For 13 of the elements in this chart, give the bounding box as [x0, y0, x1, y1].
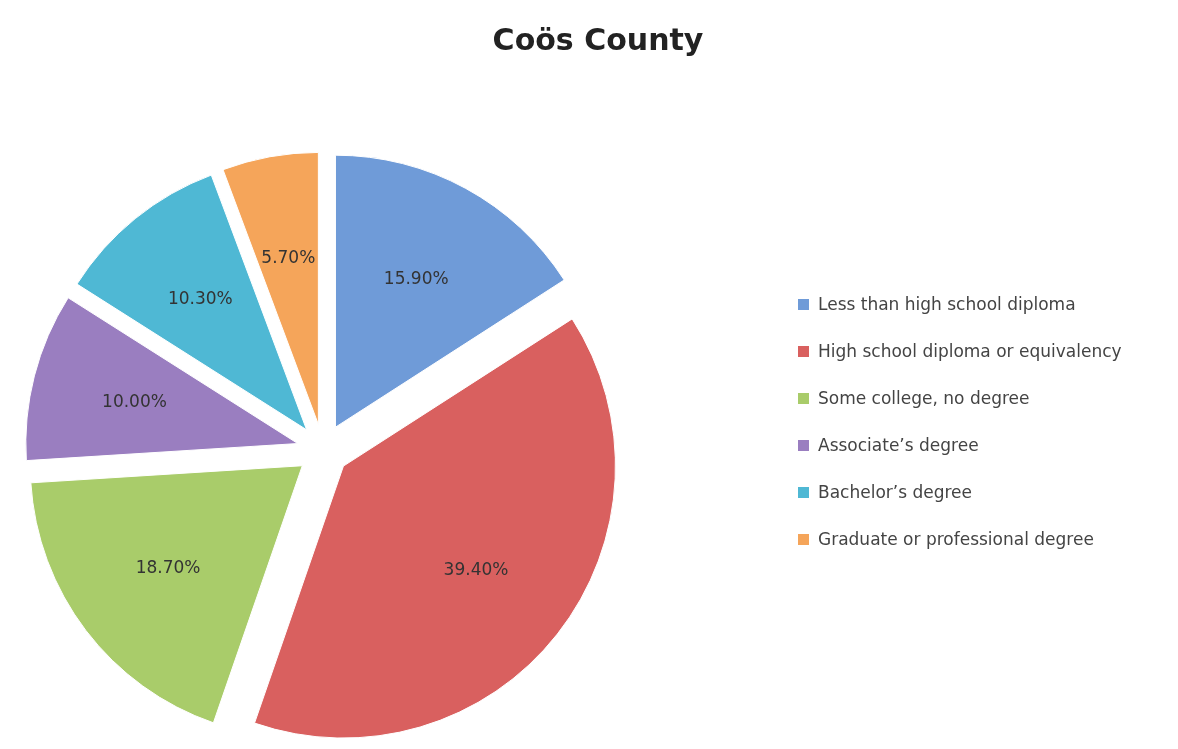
legend-label: Graduate or professional degree — [818, 529, 1094, 549]
data-label: 39.40% — [443, 559, 509, 580]
legend-label: Associate’s degree — [818, 435, 979, 455]
legend-label: Bachelor’s degree — [818, 482, 973, 502]
data-label: 10.30% — [167, 287, 233, 308]
data-label: 10.00% — [102, 390, 167, 411]
data-label: 5.70% — [261, 247, 316, 268]
legend-label: High school diploma or equivalency — [818, 341, 1122, 361]
legend-label: Some college, no degree — [818, 388, 1030, 408]
data-label: 15.90% — [383, 268, 449, 289]
chart-title: Coös County — [492, 22, 704, 57]
data-label: 18.70% — [135, 556, 201, 577]
legend-label: Less than high school diploma — [818, 294, 1076, 314]
